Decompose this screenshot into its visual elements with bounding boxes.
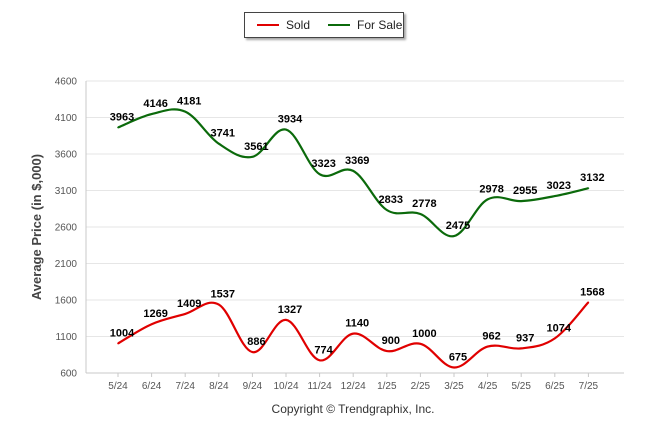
x-tick-label: 6/25 [545, 381, 565, 392]
x-tick-label: 9/24 [243, 381, 263, 392]
data-point-for-sale [251, 156, 254, 158]
x-tick-label: 5/24 [108, 381, 128, 392]
data-label-for-sale: 2833 [379, 194, 403, 206]
x-tick-label: 7/25 [579, 381, 599, 392]
y-tick-label: 1600 [55, 296, 78, 307]
grid-lines [86, 80, 624, 374]
x-tick-label: 12/24 [341, 381, 366, 392]
y-tick-label: 1100 [55, 332, 77, 343]
legend-entry-sold[interactable]: Sold [257, 18, 310, 32]
data-point-sold [218, 303, 220, 306]
axes: 600 1100 1600 2100 2600 3100 3600 4100 4600 5/24 6… [55, 77, 624, 392]
data-point-sold [419, 343, 422, 345]
data-label-sold: 675 [449, 352, 467, 364]
y-axis-title: Average Price (in $,000) [29, 154, 44, 300]
data-point-for-sale [520, 200, 522, 202]
data-label-sold: 1269 [143, 308, 167, 320]
data-point-for-sale [117, 126, 119, 129]
data-label-for-sale: 3741 [211, 128, 235, 140]
legend-label-sold: Sold [286, 18, 311, 32]
data-point-for-sale [218, 142, 220, 145]
x-tick-label: 6/24 [142, 381, 162, 392]
data-point-sold [520, 347, 522, 350]
data-point-for-sale [318, 173, 321, 176]
data-label-for-sale: 3369 [345, 155, 369, 167]
data-point-sold [352, 332, 355, 335]
data-point-for-sale [587, 187, 590, 189]
series-lines [117, 108, 590, 369]
x-tick-label: 1/25 [377, 381, 397, 392]
y-tick-label: 600 [60, 369, 77, 380]
data-point-sold [150, 323, 153, 325]
legend-swatch-for-sale [328, 24, 351, 26]
data-point-sold [251, 351, 254, 353]
data-point-for-sale [150, 113, 153, 115]
data-label-for-sale: 3323 [311, 158, 335, 170]
data-label-for-sale: 4181 [177, 96, 201, 108]
data-point-for-sale [352, 170, 355, 172]
x-tick-label: 10/24 [273, 381, 298, 392]
data-label-for-sale: 3934 [278, 114, 303, 126]
data-label-sold: 900 [382, 335, 400, 347]
data-label-sold: 1074 [547, 322, 572, 334]
data-label-for-sale: 4146 [143, 98, 167, 110]
data-point-sold [184, 313, 186, 315]
chart-legend: Sold For Sale [244, 12, 404, 38]
data-label-for-sale: 3561 [244, 141, 268, 153]
data-label-sold: 774 [314, 344, 333, 356]
data-point-sold [486, 345, 489, 348]
data-point-for-sale [419, 213, 422, 215]
data-label-sold: 886 [247, 336, 265, 348]
legend-label-for-sale: For Sale [357, 18, 403, 32]
data-label-sold: 1327 [278, 304, 302, 316]
x-tick-label: 2/25 [411, 381, 431, 392]
data-label-sold: 1568 [580, 286, 604, 298]
data-point-for-sale [486, 198, 489, 201]
data-label-sold: 1537 [211, 289, 235, 301]
data-label-sold: 962 [482, 331, 500, 343]
data-label-for-sale: 3963 [110, 112, 134, 124]
x-tick-label: 8/24 [209, 381, 229, 392]
copyright-text: Copyright © Trendgraphix, Inc. [272, 402, 435, 416]
y-tick-label: 4100 [55, 113, 78, 124]
data-label-for-sale: 2475 [446, 220, 470, 232]
y-tick-label: 3100 [55, 186, 78, 197]
data-label-sold: 1409 [177, 298, 201, 310]
data-label-for-sale: 2978 [479, 183, 503, 195]
x-tick-label: 7/24 [175, 381, 195, 392]
data-label-sold: 937 [516, 332, 534, 344]
data-point-sold [386, 350, 388, 352]
x-tick-label: 11/24 [307, 381, 332, 392]
y-tick-label: 2100 [55, 259, 78, 270]
x-tick-label: 4/25 [478, 381, 498, 392]
data-label-sold: 1000 [412, 328, 436, 340]
x-tick-label: 5/25 [511, 381, 531, 392]
x-tick-label: 3/25 [444, 381, 464, 392]
data-label-for-sale: 3132 [580, 172, 604, 184]
legend-entry-for-sale[interactable]: For Sale [328, 18, 402, 32]
data-point-sold [587, 301, 590, 304]
data-point-sold [453, 366, 455, 369]
data-labels: 1004 1269 1409 1537 886 1327 774 1140 900 1000 675… [110, 96, 605, 364]
data-point-for-sale [386, 209, 388, 211]
data-point-for-sale [554, 195, 556, 197]
data-point-sold [285, 319, 287, 321]
data-label-for-sale: 2778 [412, 198, 436, 210]
y-tick-label: 3600 [55, 150, 78, 161]
data-label-sold: 1004 [110, 328, 135, 340]
data-point-for-sale [184, 110, 186, 113]
y-tick-label: 2600 [55, 223, 78, 234]
data-point-for-sale [285, 128, 287, 131]
y-tick-label: 4600 [55, 77, 78, 88]
data-label-for-sale: 2955 [513, 185, 537, 197]
series-line-for-sale [117, 108, 589, 238]
data-label-for-sale: 3023 [547, 180, 571, 192]
data-point-sold [554, 337, 556, 340]
data-label-sold: 1140 [345, 318, 369, 330]
data-point-sold [318, 359, 321, 362]
data-point-sold [117, 342, 119, 345]
data-point-for-sale [453, 235, 455, 237]
legend-swatch-sold [257, 24, 279, 26]
